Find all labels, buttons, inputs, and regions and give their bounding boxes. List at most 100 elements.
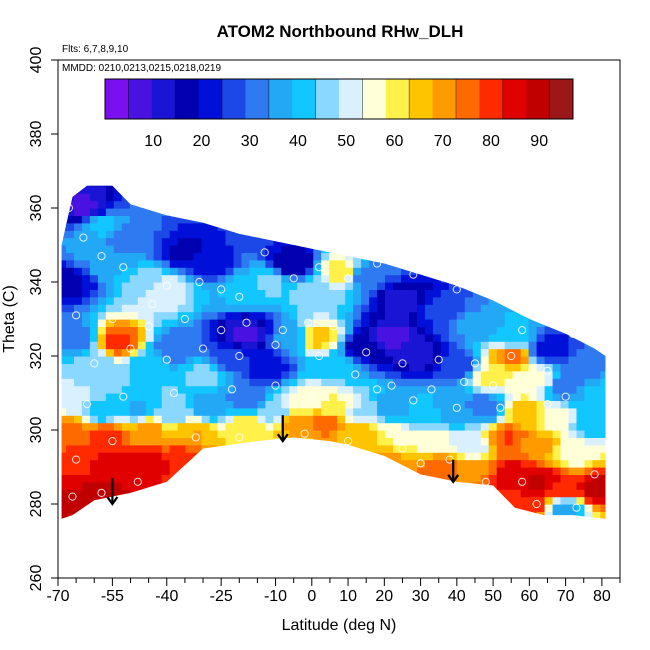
y-axis-label: Theta (C) (1, 285, 18, 353)
heatmap-cell (161, 400, 171, 409)
heatmap-cell (576, 393, 586, 401)
heatmap-cell (512, 230, 522, 239)
heatmap-cell (209, 259, 219, 268)
heatmap-cell (329, 222, 338, 231)
heatmap-cell (129, 400, 139, 409)
heatmap-cell (544, 467, 554, 475)
heatmap-cell (584, 274, 594, 283)
heatmap-cell (177, 474, 187, 483)
heatmap-cell (504, 496, 514, 505)
heatmap-cell (281, 518, 290, 519)
heatmap-cell (313, 319, 322, 327)
heatmap-cell (233, 363, 243, 372)
heatmap-cell (424, 252, 434, 261)
heatmap-cell (464, 208, 474, 216)
heatmap-cell (480, 267, 490, 276)
heatmap-cell (161, 304, 171, 313)
heatmap-cell (169, 407, 179, 416)
heatmap-cell (257, 341, 266, 350)
heatmap-cell (401, 282, 410, 290)
heatmap-cell (217, 200, 227, 209)
heatmap-cell (424, 274, 434, 283)
heatmap-cell (432, 185, 442, 194)
heatmap-cell (401, 356, 410, 364)
heatmap-cell (424, 222, 434, 231)
heatmap-cell (97, 356, 107, 364)
heatmap-cell (74, 459, 83, 468)
heatmap-cell (496, 385, 506, 394)
heatmap-cell (393, 504, 402, 512)
heatmap-cell (129, 185, 139, 194)
heatmap-cell (488, 348, 498, 357)
heatmap-cell (552, 200, 562, 209)
heatmap-cell (74, 496, 83, 505)
heatmap-cell (560, 370, 570, 379)
heatmap-cell (81, 481, 91, 490)
heatmap-cell (321, 230, 330, 239)
heatmap-cell (464, 311, 474, 320)
heatmap-cell (472, 385, 482, 394)
heatmap-cell (201, 259, 211, 268)
heatmap-cell (257, 370, 266, 379)
heatmap-cell (568, 348, 578, 357)
heatmap-cell (504, 474, 514, 483)
heatmap-cell (113, 437, 123, 446)
heatmap-cell (113, 452, 123, 461)
heatmap-cell (528, 385, 538, 394)
heatmap-cell (289, 452, 298, 461)
heatmap-cell (552, 481, 562, 490)
heatmap-cell (153, 341, 163, 350)
heatmap-cell (576, 496, 586, 505)
heatmap-cell (512, 474, 522, 483)
heatmap-cell (66, 378, 75, 387)
heatmap-cell (121, 304, 131, 313)
heatmap-cell (289, 200, 298, 209)
heatmap-cell (456, 185, 466, 187)
heatmap-cell (401, 481, 410, 490)
measurement-point (148, 300, 157, 309)
heatmap-cell (472, 378, 482, 387)
heatmap-cell (305, 430, 314, 438)
heatmap-cell (576, 348, 586, 357)
heatmap-cell (193, 459, 203, 468)
heatmap-cell (169, 274, 179, 283)
heatmap-cell (432, 481, 442, 490)
heatmap-cell (105, 215, 115, 224)
heatmap-cell (66, 467, 75, 475)
heatmap-cell (121, 407, 131, 416)
heatmap-cell (369, 415, 378, 424)
heatmap-cell (281, 481, 290, 490)
heatmap-cell (61, 304, 67, 313)
heatmap-cell (74, 430, 83, 438)
heatmap-cell (121, 296, 131, 305)
heatmap-cell (488, 274, 498, 283)
heatmap-cell (61, 400, 67, 409)
heatmap-cell (217, 230, 227, 239)
heatmap-cell (512, 267, 522, 276)
heatmap-cell (105, 252, 115, 261)
heatmap-cell (169, 348, 179, 357)
heatmap-cell (480, 407, 490, 416)
heatmap-cell (488, 245, 498, 253)
heatmap-cell (504, 222, 514, 231)
heatmap-cell (61, 341, 67, 350)
heatmap-cell (544, 474, 554, 483)
heatmap-cell (393, 474, 402, 483)
heatmap-cell (321, 319, 330, 327)
heatmap-cell (185, 185, 195, 194)
heatmap-cell (393, 282, 402, 290)
heatmap-cell (576, 267, 586, 276)
heatmap-cell (129, 481, 139, 490)
heatmap-cell (129, 415, 139, 424)
heatmap-cell (456, 341, 466, 350)
heatmap-cell (345, 511, 354, 519)
heatmap-cell (81, 341, 91, 350)
heatmap-cell (584, 230, 594, 239)
heatmap-cell (377, 185, 386, 194)
heatmap-cell (464, 326, 474, 335)
heatmap-cell (361, 252, 370, 261)
y-tick-label: 300 (28, 417, 45, 444)
heatmap-cell (177, 452, 187, 461)
heatmap-cell (353, 467, 362, 475)
heatmap-cell (329, 304, 338, 313)
